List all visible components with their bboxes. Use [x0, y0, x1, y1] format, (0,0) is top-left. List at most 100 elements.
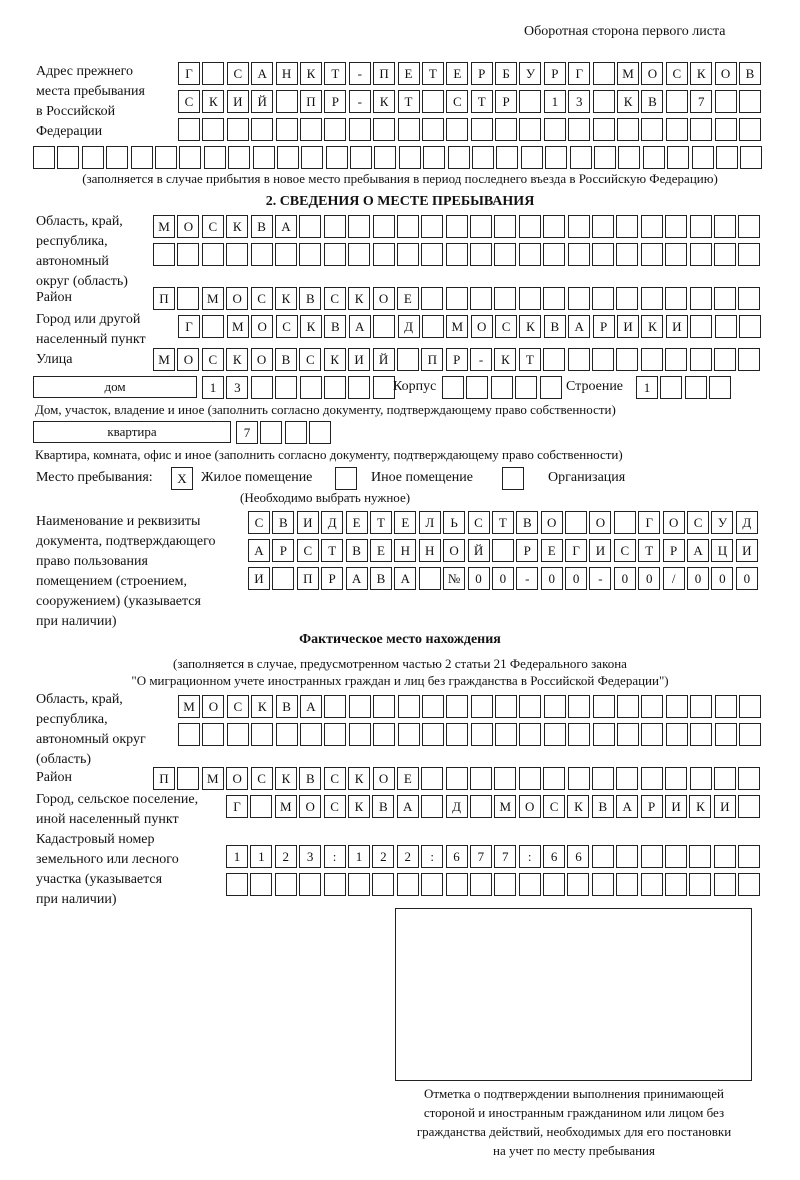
- char-cell[interactable]: [350, 146, 373, 169]
- char-cell[interactable]: :: [421, 845, 444, 868]
- char-cell[interactable]: 0: [687, 567, 710, 590]
- char-cell[interactable]: 1: [543, 90, 566, 113]
- char-cell[interactable]: [250, 376, 273, 399]
- char-cell[interactable]: [640, 243, 663, 266]
- char-cell[interactable]: [616, 845, 639, 868]
- char-cell[interactable]: Е: [369, 539, 392, 562]
- char-cell[interactable]: [421, 118, 444, 141]
- char-cell[interactable]: [495, 695, 518, 718]
- char-cell[interactable]: Т: [491, 511, 514, 534]
- char-cell[interactable]: В: [299, 767, 322, 790]
- char-cell[interactable]: [272, 567, 295, 590]
- char-cell[interactable]: [202, 723, 225, 746]
- char-cell[interactable]: О: [470, 315, 493, 338]
- char-cell[interactable]: Г: [178, 315, 200, 338]
- char-cell[interactable]: [641, 695, 664, 718]
- char-cell[interactable]: И: [617, 315, 640, 338]
- char-cell[interactable]: С: [613, 539, 636, 562]
- char-cell[interactable]: 3: [299, 845, 322, 868]
- char-cell[interactable]: А: [345, 567, 368, 590]
- char-cell[interactable]: А: [251, 62, 274, 85]
- building-row[interactable]: 1: [636, 376, 734, 400]
- char-cell[interactable]: [689, 767, 712, 790]
- char-cell[interactable]: [202, 118, 225, 141]
- char-cell[interactable]: [299, 215, 322, 238]
- char-cell[interactable]: [738, 215, 761, 238]
- char-cell[interactable]: 0: [735, 567, 758, 590]
- char-cell[interactable]: К: [689, 795, 712, 818]
- char-cell[interactable]: К: [226, 215, 249, 238]
- char-cell[interactable]: Т: [470, 90, 493, 113]
- char-cell[interactable]: [421, 873, 444, 896]
- char-cell[interactable]: С: [323, 767, 346, 790]
- char-cell[interactable]: [373, 723, 396, 746]
- char-cell[interactable]: [494, 215, 517, 238]
- char-cell[interactable]: [714, 118, 737, 141]
- char-cell[interactable]: [130, 146, 153, 169]
- char-cell[interactable]: [617, 723, 640, 746]
- char-cell[interactable]: [616, 243, 639, 266]
- char-cell[interactable]: [543, 723, 566, 746]
- char-cell[interactable]: С: [296, 539, 319, 562]
- char-cell[interactable]: [201, 243, 224, 266]
- char-cell[interactable]: В: [345, 539, 368, 562]
- char-cell[interactable]: [301, 146, 324, 169]
- char-cell[interactable]: Т: [369, 511, 392, 534]
- char-cell[interactable]: [178, 723, 200, 746]
- char-cell[interactable]: [275, 90, 298, 113]
- char-cell[interactable]: 6: [445, 845, 468, 868]
- char-cell[interactable]: А: [348, 315, 371, 338]
- char-cell[interactable]: [714, 315, 737, 338]
- char-cell[interactable]: [567, 215, 590, 238]
- char-cell[interactable]: [640, 767, 663, 790]
- char-cell[interactable]: У: [711, 511, 734, 534]
- char-cell[interactable]: О: [177, 215, 200, 238]
- char-cell[interactable]: В: [543, 315, 566, 338]
- char-cell[interactable]: О: [177, 348, 200, 371]
- char-cell[interactable]: О: [251, 315, 274, 338]
- char-cell[interactable]: [642, 146, 665, 169]
- char-cell[interactable]: [153, 243, 175, 266]
- char-cell[interactable]: М: [201, 767, 224, 790]
- char-cell[interactable]: Г: [638, 511, 661, 534]
- char-cell[interactable]: [714, 90, 737, 113]
- previous-address-row-4[interactable]: [33, 146, 765, 170]
- char-cell[interactable]: [325, 146, 348, 169]
- char-cell[interactable]: [491, 539, 514, 562]
- char-cell[interactable]: [423, 146, 446, 169]
- char-cell[interactable]: О: [226, 767, 249, 790]
- char-cell[interactable]: [519, 723, 542, 746]
- char-cell[interactable]: К: [202, 90, 225, 113]
- char-cell[interactable]: [251, 723, 274, 746]
- char-cell[interactable]: [373, 118, 396, 141]
- char-cell[interactable]: Б: [495, 62, 518, 85]
- char-cell[interactable]: [154, 146, 177, 169]
- char-cell[interactable]: [203, 146, 226, 169]
- char-cell[interactable]: В: [275, 695, 298, 718]
- char-cell[interactable]: [33, 146, 55, 169]
- char-cell[interactable]: [470, 118, 493, 141]
- char-cell[interactable]: [518, 767, 541, 790]
- char-cell[interactable]: В: [372, 795, 395, 818]
- char-cell[interactable]: М: [446, 315, 469, 338]
- char-cell[interactable]: Е: [396, 767, 419, 790]
- char-cell[interactable]: [274, 243, 297, 266]
- char-cell[interactable]: Е: [540, 539, 563, 562]
- char-cell[interactable]: Р: [324, 90, 347, 113]
- char-cell[interactable]: К: [323, 348, 346, 371]
- char-cell[interactable]: В: [299, 287, 322, 310]
- char-cell[interactable]: 0: [467, 567, 490, 590]
- char-cell[interactable]: [421, 695, 444, 718]
- char-cell[interactable]: [592, 767, 615, 790]
- char-cell[interactable]: О: [299, 795, 322, 818]
- char-cell[interactable]: [421, 287, 444, 310]
- char-cell[interactable]: [665, 873, 688, 896]
- char-cell[interactable]: Т: [397, 90, 420, 113]
- char-cell[interactable]: [713, 215, 736, 238]
- char-cell[interactable]: Р: [592, 315, 615, 338]
- char-cell[interactable]: 2: [372, 845, 395, 868]
- char-cell[interactable]: 0: [711, 567, 734, 590]
- char-cell[interactable]: К: [519, 315, 542, 338]
